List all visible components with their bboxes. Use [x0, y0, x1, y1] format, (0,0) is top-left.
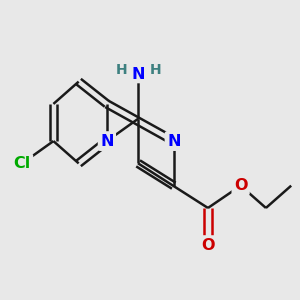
Text: Cl: Cl: [14, 156, 31, 171]
Text: H: H: [150, 63, 162, 77]
Text: N: N: [167, 134, 181, 148]
Text: O: O: [234, 178, 247, 193]
Text: N: N: [100, 134, 114, 148]
Text: N: N: [131, 67, 145, 82]
Text: O: O: [201, 238, 215, 253]
Text: H: H: [116, 63, 128, 77]
